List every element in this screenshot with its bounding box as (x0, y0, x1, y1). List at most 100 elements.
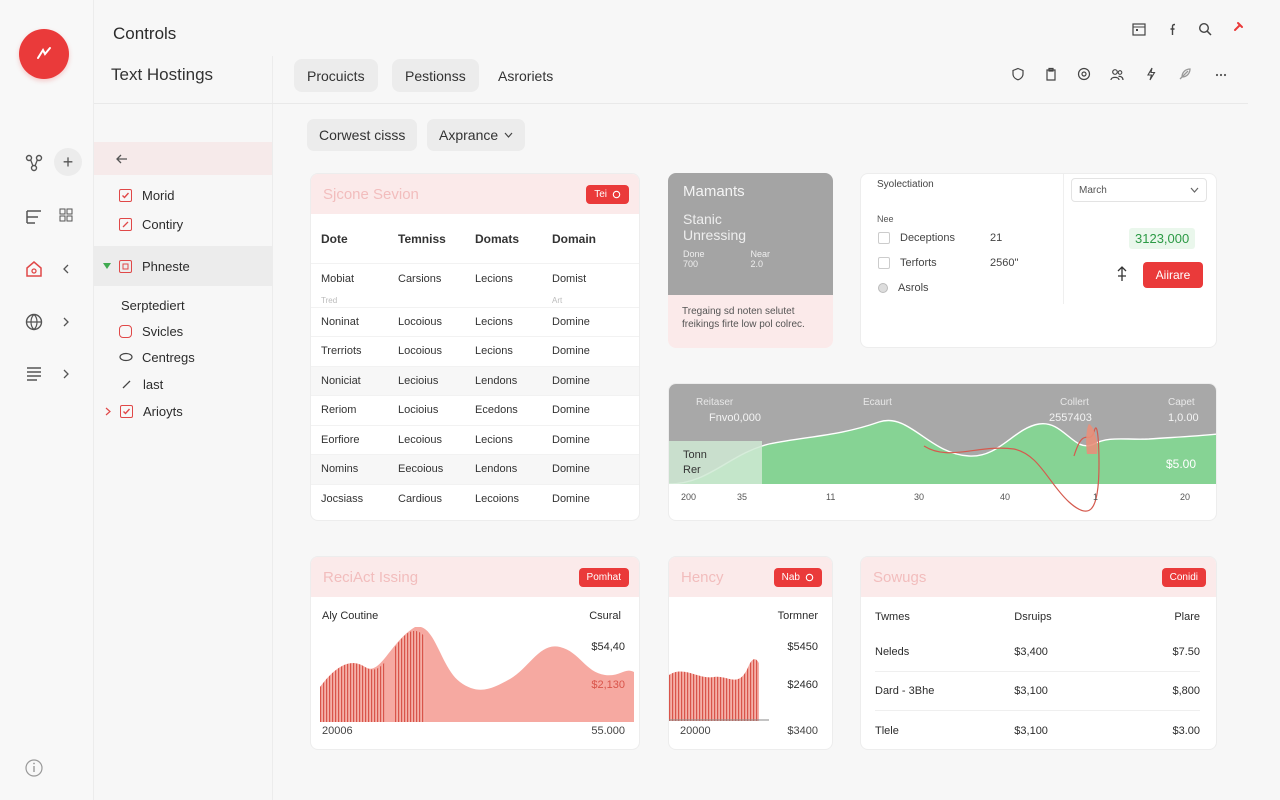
expand-dropdown[interactable]: Axprance (427, 119, 526, 151)
dropdown-label: Axprance (439, 127, 499, 143)
users-icon[interactable] (1108, 65, 1126, 83)
table-cell: Noniciat (321, 374, 361, 387)
info-icon[interactable] (24, 758, 44, 778)
sidebar-item-morid[interactable]: Morid (94, 181, 272, 209)
more-icon[interactable] (1212, 65, 1230, 83)
sidebar-item-last[interactable]: last (94, 370, 272, 398)
month-select[interactable]: March (1071, 178, 1207, 202)
moments-footer: Tregaing sd noten selutet freikings firt… (668, 295, 833, 348)
area-striped (320, 662, 385, 722)
area-chart-pink (320, 627, 634, 722)
wave-chart-card: Reitaser Ecaurt Collert Capet Fnvo0,000 … (668, 383, 1217, 521)
checkbox-checked-icon[interactable] (120, 404, 133, 418)
settings-icon[interactable] (1075, 65, 1093, 83)
chevron-right-icon[interactable] (58, 364, 74, 384)
column-header[interactable]: Plare (1174, 611, 1200, 623)
column-header[interactable]: Dsruips (1014, 611, 1052, 623)
table-row[interactable]: Reriom Locioius Ecedons Domine (311, 396, 639, 426)
column-header[interactable]: Twmes (875, 611, 910, 623)
wave-highlight (669, 441, 762, 484)
column-header[interactable]: Temniss (398, 231, 446, 246)
table-cell: $,800 (1172, 685, 1200, 697)
tab-products[interactable]: Procuicts (294, 59, 378, 92)
search-icon[interactable] (1196, 20, 1214, 38)
option-row[interactable]: Deceptions 21 (878, 225, 1058, 250)
table-card-chip[interactable]: Tei (586, 184, 629, 204)
table-row[interactable]: Trerriots Locoious Lecions Domine (311, 337, 639, 367)
table-row[interactable]: Neleds $3,400 $7.50 (875, 633, 1200, 672)
card-chip[interactable]: Nab (773, 567, 822, 587)
globe-icon[interactable] (24, 312, 44, 332)
table-row[interactable]: Dard - 3Bhe $3,100 $,800 (875, 672, 1200, 711)
list-icon[interactable] (24, 364, 44, 384)
card-chip[interactable]: Pomhat (578, 567, 629, 587)
facebook-icon[interactable] (1162, 20, 1180, 38)
column-header[interactable]: Dote (321, 231, 348, 246)
table-cell: Lecoions (475, 493, 520, 506)
box-icon (119, 324, 132, 338)
grid-icon[interactable] (58, 207, 74, 223)
checkbox[interactable] (878, 256, 890, 269)
wave-line-white (669, 419, 1216, 485)
table-subnote: Art (552, 295, 563, 305)
shield-icon[interactable] (1009, 65, 1027, 83)
table-row[interactable]: Mobiat Carsions Lecions Domist (311, 264, 639, 294)
table-cell: $3,100 (1014, 685, 1048, 697)
tab-pestionss[interactable]: Pestionss (392, 59, 479, 92)
area-chart-striped (669, 659, 769, 721)
x-tick: 200 (681, 492, 697, 502)
bolt-icon[interactable] (1142, 65, 1160, 83)
chevron-right-icon[interactable] (58, 312, 74, 332)
table-row[interactable]: Jocsiass Cardious Lecoions Domine (311, 485, 639, 515)
feather-icon[interactable] (1176, 65, 1194, 83)
add-button[interactable]: + (54, 148, 82, 176)
sidebar-item-label: Morid (142, 187, 175, 203)
table-cell: Domine (552, 404, 590, 417)
sidebar-item-centregs[interactable]: Centregs (94, 343, 272, 371)
action-button[interactable]: Aiirare (1143, 262, 1203, 288)
sidebar-item-phneste[interactable]: Phneste (94, 246, 272, 286)
chevron-left-icon[interactable] (58, 259, 74, 279)
calendar-icon[interactable] (1130, 20, 1148, 38)
wave-price: $5.00 (1166, 457, 1197, 471)
table-cell: $7.50 (1172, 646, 1200, 658)
table-cell: Locoious (398, 315, 443, 328)
wave-label: Reitaser (696, 397, 734, 408)
sidebar-item-svicles[interactable]: Svicles (94, 317, 272, 345)
sidebar-item-arioyts[interactable]: Arioyts (94, 397, 272, 425)
savings-card: Sowugs Conidi Twmes Dsruips Plare Neleds… (860, 556, 1217, 750)
toggle-icon (612, 190, 621, 198)
column-header[interactable]: Domain (552, 231, 597, 246)
pin-icon[interactable] (1115, 266, 1129, 282)
layers-icon[interactable] (24, 207, 44, 227)
link-icon (119, 352, 133, 362)
clipboard-icon[interactable] (1042, 65, 1060, 83)
table-row[interactable]: Eorfiore Lecoious Lecions Domine (311, 426, 639, 455)
tab-asroriets[interactable]: Asroriets (498, 67, 554, 84)
pin-icon[interactable] (1229, 18, 1247, 36)
card-header: ReciAct Issing Pomhat (311, 557, 639, 597)
table-row[interactable]: Nomins Eecoious Lendons Domine (311, 455, 639, 485)
moments-subtitle: Stanic (683, 211, 722, 227)
checkbox-checked-icon[interactable] (119, 188, 132, 202)
table-row[interactable]: Tlele $3,100 $3.00 (875, 711, 1200, 749)
column-header[interactable]: Domats (475, 231, 520, 246)
app-logo[interactable] (19, 29, 69, 79)
network-icon[interactable] (24, 153, 44, 173)
checkbox[interactable] (878, 231, 890, 244)
sidebar-item-contiry[interactable]: Contiry (94, 210, 272, 238)
card-chip[interactable]: Conidi (1161, 567, 1206, 587)
edit-icon[interactable] (119, 217, 132, 231)
card-header: Hency Nab (669, 557, 832, 597)
table-row[interactable]: Noniciat Lecioius Lendons Domine (311, 366, 639, 396)
back-button[interactable] (94, 142, 272, 175)
option-row[interactable]: Asrols (878, 275, 1058, 300)
home-icon[interactable] (24, 259, 44, 279)
table-row[interactable]: Noninat Locoious Lecions Domine (311, 308, 639, 337)
table-cell: Cardious (398, 493, 443, 506)
table-cell: Domine (552, 315, 590, 328)
radio-button[interactable] (878, 282, 888, 293)
contest-class-button[interactable]: Corwest cisss (307, 119, 418, 151)
area-striped (395, 630, 425, 722)
option-row[interactable]: Terforts 2560" (878, 250, 1058, 275)
